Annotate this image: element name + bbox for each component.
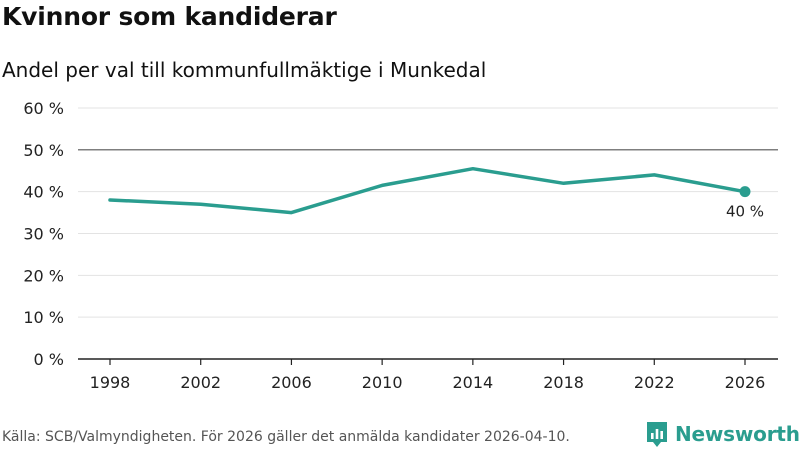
- source-note: Källa: SCB/Valmyndigheten. För 2026 gäll…: [2, 429, 570, 445]
- y-tick-label: 60 %: [23, 99, 64, 118]
- y-tick-label: 20 %: [23, 266, 64, 285]
- x-tick-label: 2014: [452, 373, 493, 392]
- y-tick-label: 0 %: [34, 350, 64, 369]
- y-tick-label: 40 %: [23, 183, 64, 202]
- x-tick-label: 2006: [271, 373, 312, 392]
- y-tick-label: 10 %: [23, 308, 64, 327]
- brand-logo: Newsworthy: [645, 419, 800, 449]
- chart-subtitle: Andel per val till kommunfullmäktige i M…: [2, 58, 487, 82]
- y-tick-label: 30 %: [23, 225, 64, 244]
- x-tick-label: 2022: [634, 373, 675, 392]
- end-point-label: 40 %: [726, 203, 764, 221]
- x-tick-label: 2002: [180, 373, 221, 392]
- x-tick-label: 2018: [543, 373, 584, 392]
- end-point-marker: [739, 186, 751, 198]
- series-line: [108, 166, 747, 215]
- chart-title: Kvinnor som kandiderar: [2, 2, 337, 31]
- y-tick-label: 50 %: [23, 141, 64, 160]
- x-tick-label: 2026: [725, 373, 766, 392]
- brand-name: Newsworthy: [675, 422, 800, 446]
- newsworthy-logo-icon: [647, 422, 667, 447]
- x-tick-label: 2010: [362, 373, 403, 392]
- x-tick-label: 1998: [90, 373, 131, 392]
